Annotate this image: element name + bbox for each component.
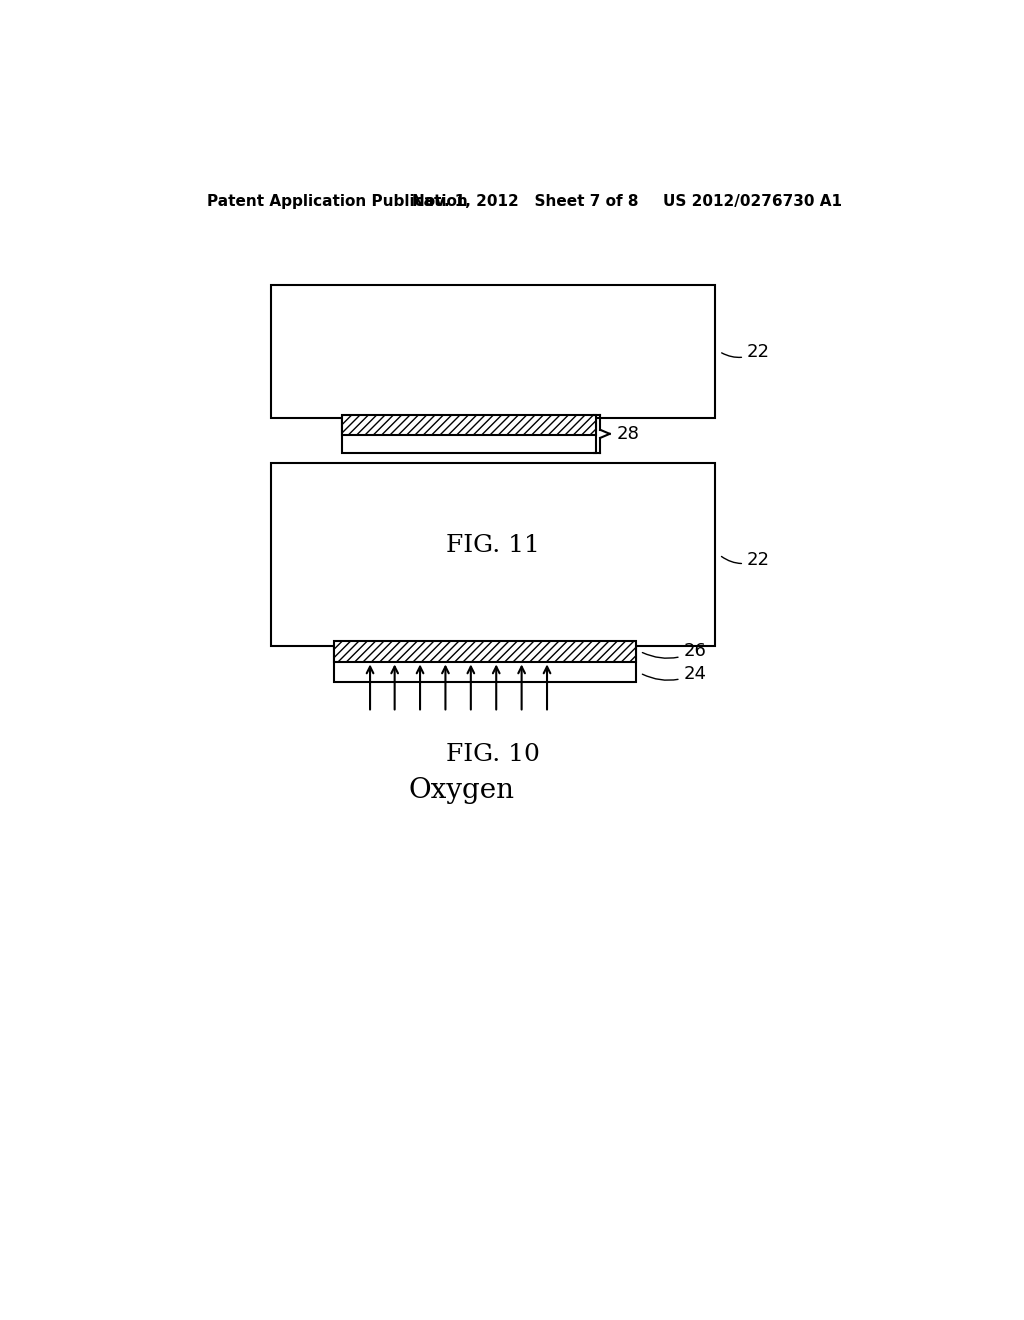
Bar bbox=[334, 642, 636, 661]
Text: US 2012/0276730 A1: US 2012/0276730 A1 bbox=[664, 194, 842, 209]
Text: FIG. 10: FIG. 10 bbox=[446, 743, 540, 766]
Text: 26: 26 bbox=[642, 643, 707, 660]
Bar bbox=[270, 285, 715, 417]
Text: 22: 22 bbox=[722, 550, 770, 569]
Text: 28: 28 bbox=[616, 425, 640, 442]
Text: Oxygen: Oxygen bbox=[409, 776, 514, 804]
Text: 22: 22 bbox=[722, 342, 770, 360]
Bar bbox=[270, 463, 715, 647]
Bar bbox=[342, 417, 596, 453]
Bar bbox=[334, 647, 636, 682]
Text: 24: 24 bbox=[642, 665, 707, 682]
Text: FIG. 11: FIG. 11 bbox=[446, 535, 540, 557]
Bar bbox=[342, 414, 596, 434]
Text: Patent Application Publication: Patent Application Publication bbox=[207, 194, 468, 209]
Text: Nov. 1, 2012   Sheet 7 of 8: Nov. 1, 2012 Sheet 7 of 8 bbox=[412, 194, 638, 209]
